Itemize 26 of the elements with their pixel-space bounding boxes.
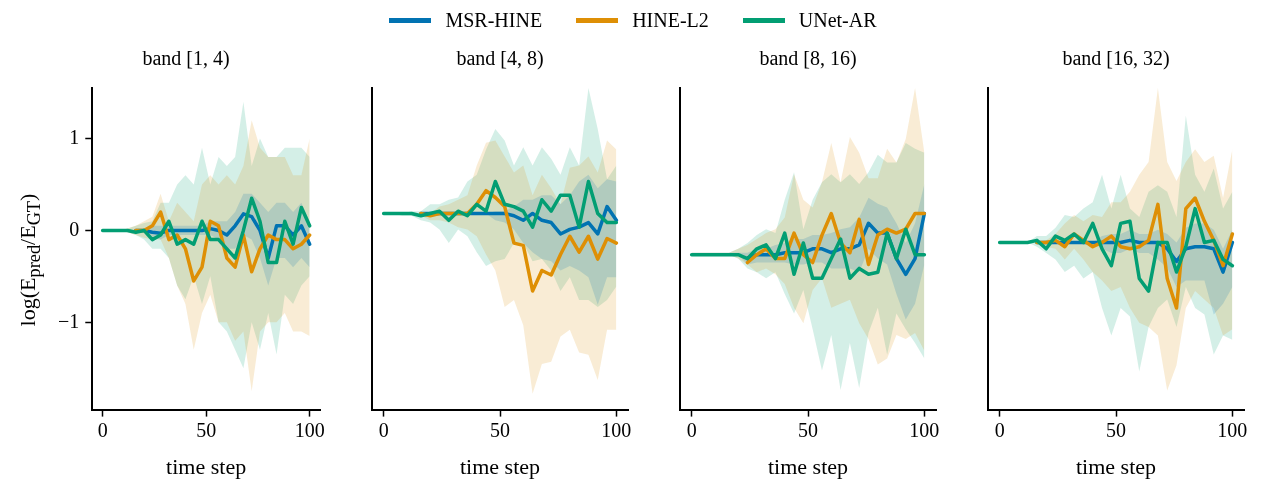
x-tick-label: 50 [196, 418, 217, 441]
y-tick-label: 0 [69, 217, 80, 240]
x-tick-label: 0 [378, 418, 389, 441]
x-axis-title: time step [166, 453, 247, 479]
x-axis-title: time step [767, 453, 849, 479]
x-tick-label: 50 [490, 418, 510, 441]
y-tick-label: 1 [69, 125, 80, 148]
chart-title: band [1, 4) [142, 47, 230, 71]
x-tick-label: 0 [994, 418, 1005, 441]
x-tick-label: 0 [686, 418, 697, 441]
x-tick-label: 100 [1217, 418, 1248, 441]
x-tick-label: 100 [601, 418, 632, 441]
y-tick-label: −1 [58, 309, 80, 332]
x-axis-title: time step [1075, 453, 1157, 479]
chart-title: band [16, 32) [1062, 47, 1170, 71]
legend-label: MSR-HINE [445, 8, 543, 32]
x-tick-label: 50 [1106, 418, 1126, 441]
x-tick-label: 100 [294, 418, 325, 441]
x-tick-label: 100 [909, 418, 940, 441]
legend-label: UNet-AR [798, 8, 877, 32]
x-tick-label: 50 [798, 418, 818, 441]
chart-title: band [4, 8) [456, 47, 544, 71]
x-axis-title: time step [459, 453, 541, 479]
chart-title: band [8, 16) [759, 47, 857, 71]
x-tick-label: 0 [97, 418, 108, 441]
legend-label: HINE-L2 [632, 8, 709, 32]
